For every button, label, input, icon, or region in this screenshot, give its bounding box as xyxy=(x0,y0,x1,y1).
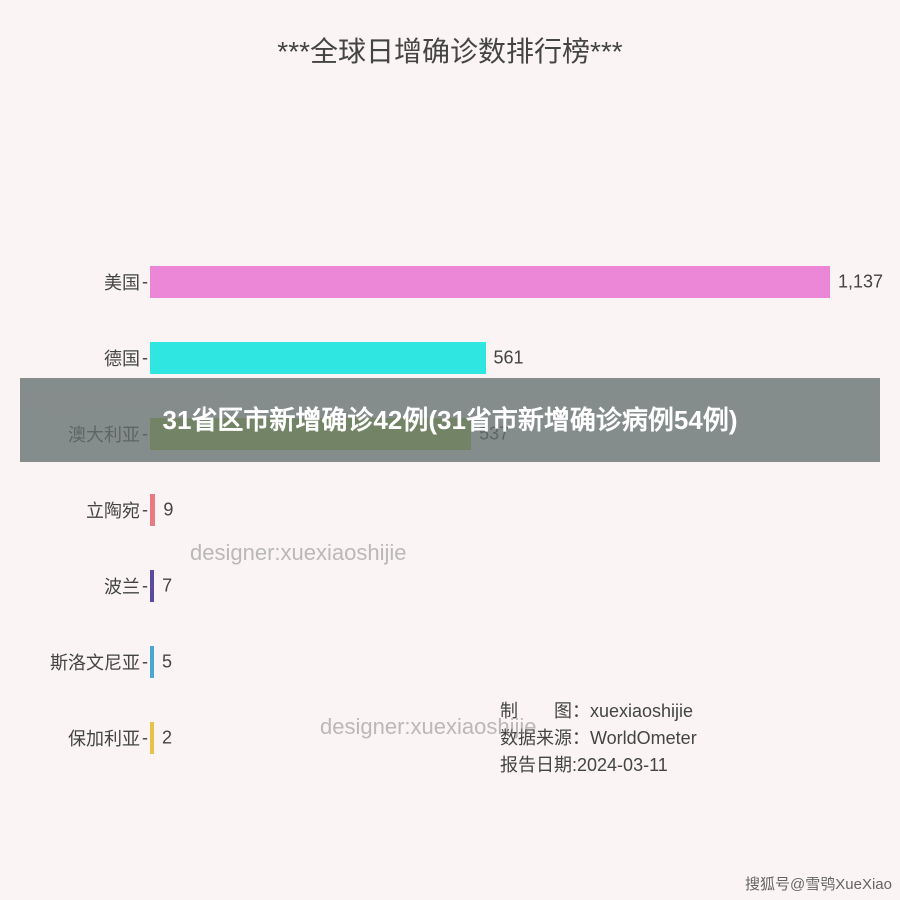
bar-row: 美国-1,137 xyxy=(150,260,830,304)
axis-tick: - xyxy=(142,500,148,521)
chart-title: ***全球日增确诊数排行榜*** xyxy=(0,30,900,70)
credit-line: 报告日期:2024-03-11 xyxy=(500,752,697,779)
axis-tick: - xyxy=(142,728,148,749)
bar-row: 波兰-7 xyxy=(150,564,830,608)
axis-tick: - xyxy=(142,652,148,673)
value-label: 9 xyxy=(163,500,173,521)
value-label: 561 xyxy=(494,348,524,369)
bar: 9 xyxy=(150,494,155,526)
category-label: 德国 xyxy=(104,345,140,371)
value-label: 1,137 xyxy=(838,272,883,293)
value-label: 7 xyxy=(162,576,172,597)
bar-row: 立陶宛-9 xyxy=(150,488,830,532)
bar: 7 xyxy=(150,570,154,602)
designer-watermark: designer:xuexiaoshijie xyxy=(320,714,536,740)
chart-canvas: ***全球日增确诊数排行榜*** 美国-1,137德国-561澳大利亚-537立… xyxy=(0,0,900,900)
category-label: 立陶宛 xyxy=(86,497,140,523)
designer-watermark: designer:xuexiaoshijie xyxy=(190,540,406,566)
bar: 5 xyxy=(150,646,154,678)
category-label: 美国 xyxy=(104,269,140,295)
bar: 561 xyxy=(150,342,486,374)
axis-tick: - xyxy=(142,272,148,293)
value-label: 2 xyxy=(162,728,172,749)
bar-row: 德国-561 xyxy=(150,336,830,380)
designer-watermark: designer:xuexiaoshijie xyxy=(24,390,221,413)
axis-tick: - xyxy=(142,576,148,597)
category-label: 斯洛文尼亚 xyxy=(50,649,140,675)
value-label: 5 xyxy=(162,652,172,673)
bar: 2 xyxy=(150,722,154,754)
source-watermark: 搜狐号@雪鸮XueXiao xyxy=(745,873,892,894)
headline-overlay-text: 31省区市新增确诊42例(31省市新增确诊病例54例) xyxy=(163,404,738,437)
category-label: 波兰 xyxy=(104,573,140,599)
category-label: 保加利亚 xyxy=(68,725,140,751)
bar: 1,137 xyxy=(150,266,830,298)
axis-tick: - xyxy=(142,348,148,369)
bar-row: 斯洛文尼亚-5 xyxy=(150,640,830,684)
